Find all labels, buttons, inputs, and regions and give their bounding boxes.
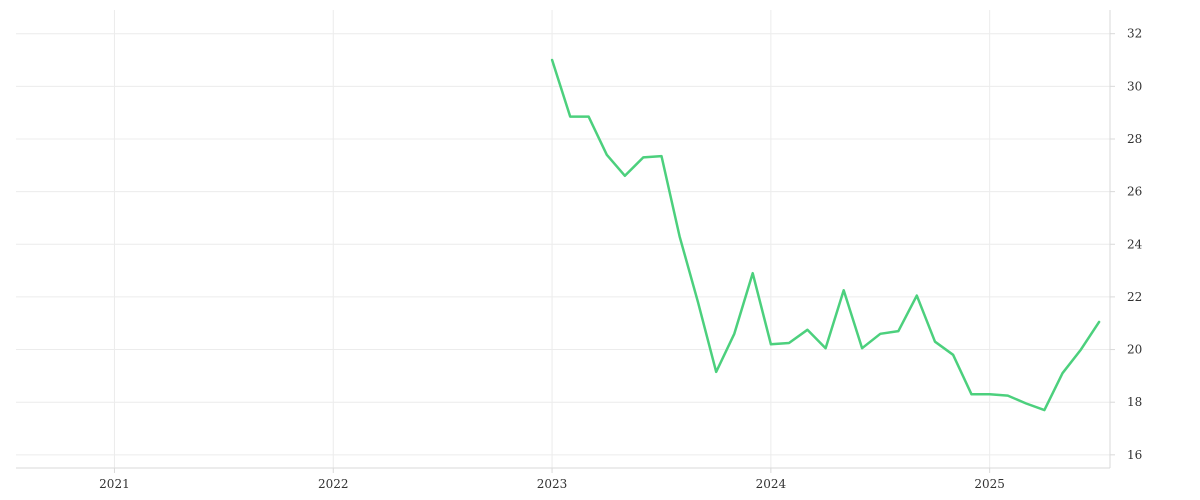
x-axis-tick-labels: 2021 2022 2023 2024 2025: [99, 477, 1005, 491]
data-point: [861, 347, 863, 349]
y-tick-label: 32: [1127, 27, 1142, 41]
data-point: [934, 340, 936, 342]
data-point: [587, 115, 589, 117]
y-tick-label: 30: [1127, 79, 1142, 93]
y-axis-tick-labels: 16 18 20 22 24 26 28 30 32: [1127, 27, 1143, 462]
data-point: [642, 156, 644, 158]
x-tick-label: 2021: [99, 477, 130, 491]
data-point: [733, 333, 735, 335]
data-point: [606, 154, 608, 156]
data-point: [1061, 372, 1063, 374]
data-point: [569, 115, 571, 117]
data-point: [824, 347, 826, 349]
data-point: [751, 272, 753, 274]
x-tick-label: 2025: [974, 477, 1005, 491]
data-point: [660, 155, 662, 157]
data-point: [697, 301, 699, 303]
data-point: [879, 333, 881, 335]
data-point: [624, 175, 626, 177]
data-point: [952, 354, 954, 356]
data-point: [715, 371, 717, 373]
y-tick-label: 22: [1127, 290, 1142, 304]
series-line: [550, 58, 1101, 412]
data-point: [770, 343, 772, 345]
y-tick-label: 24: [1127, 237, 1143, 251]
data-point: [843, 289, 845, 291]
chart-grid: [16, 10, 1110, 468]
data-point: [1007, 394, 1009, 396]
x-tick-label: 2023: [537, 477, 568, 491]
data-point: [551, 59, 553, 61]
data-point: [1080, 348, 1082, 350]
y-tick-label: 28: [1127, 132, 1142, 146]
data-point: [897, 330, 899, 332]
data-point: [806, 329, 808, 331]
data-point: [988, 393, 990, 395]
data-point: [1025, 402, 1027, 404]
data-point: [970, 393, 972, 395]
y-tick-label: 16: [1127, 448, 1142, 462]
x-tick-label: 2024: [756, 477, 787, 491]
chart-axes: [16, 10, 1115, 473]
data-point: [916, 294, 918, 296]
data-point: [678, 235, 680, 237]
series-group: [550, 58, 1101, 412]
data-point: [1043, 409, 1045, 411]
data-point: [1098, 321, 1100, 323]
data-point: [788, 342, 790, 344]
x-tick-label: 2022: [318, 477, 349, 491]
y-tick-label: 26: [1127, 185, 1142, 199]
y-tick-label: 18: [1127, 395, 1142, 409]
y-tick-label: 20: [1127, 343, 1142, 357]
